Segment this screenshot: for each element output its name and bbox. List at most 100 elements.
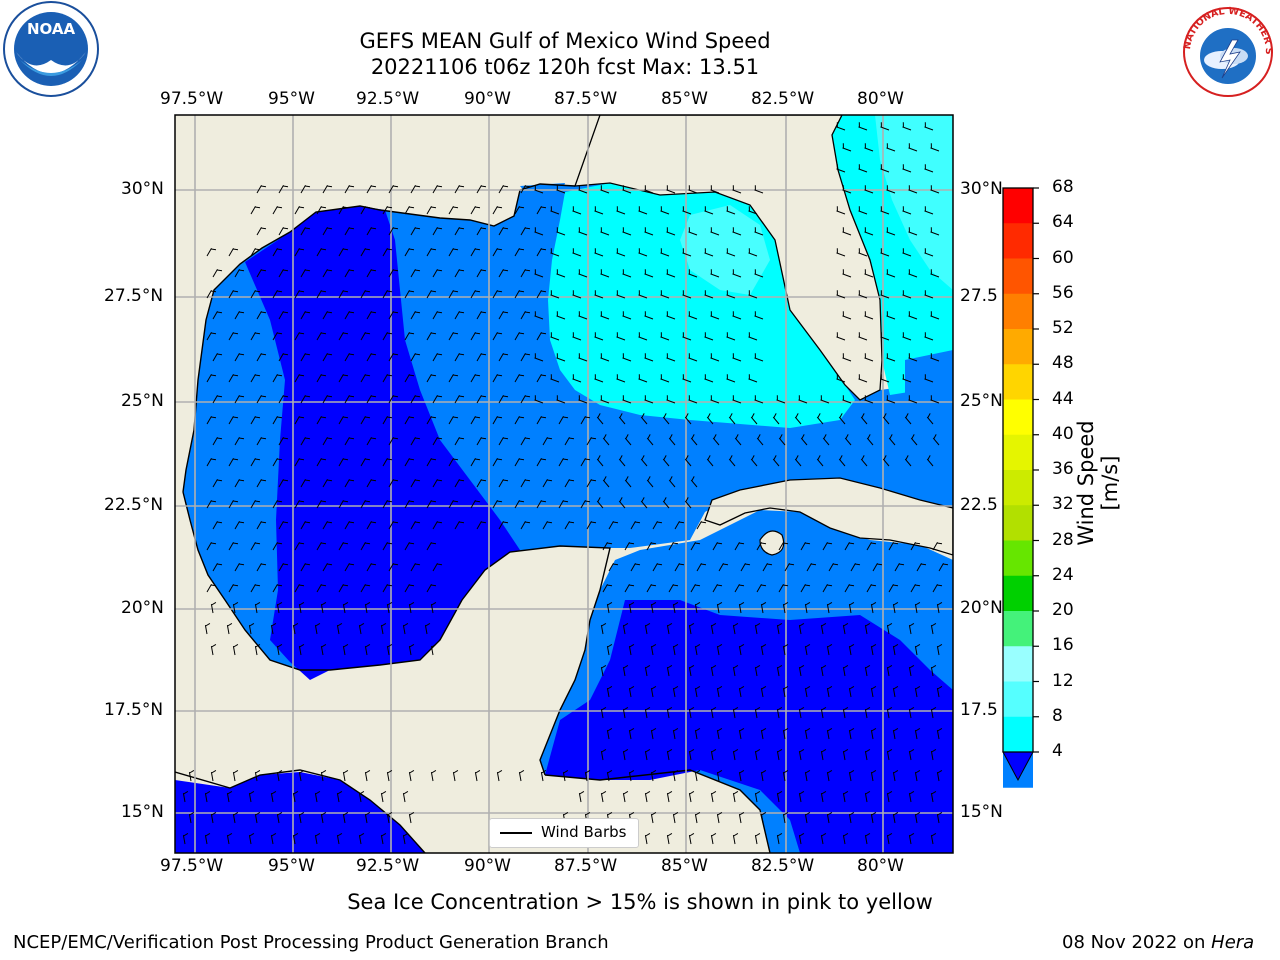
wind-barb bbox=[864, 706, 871, 719]
wind-barb bbox=[254, 769, 261, 782]
wind-barb bbox=[476, 268, 487, 278]
wind-barb bbox=[432, 478, 443, 488]
wind-barb bbox=[452, 769, 459, 782]
wind-barb bbox=[210, 769, 217, 782]
wind-barb bbox=[470, 499, 481, 509]
wind-barb bbox=[600, 395, 610, 404]
wind-barb bbox=[690, 583, 701, 593]
wind-barb bbox=[550, 374, 560, 383]
wind-barb bbox=[892, 685, 899, 698]
wind-barb bbox=[342, 811, 349, 824]
wind-barb bbox=[322, 184, 333, 194]
wind-barb bbox=[704, 206, 714, 215]
wind-barb bbox=[842, 395, 852, 404]
wind-barb bbox=[728, 413, 736, 425]
wind-barb bbox=[936, 643, 943, 656]
wind-barb bbox=[382, 247, 393, 257]
wind-barb bbox=[382, 205, 393, 215]
wind-barb bbox=[234, 520, 245, 530]
colorbar-label: Wind Speed [m/s] bbox=[1074, 420, 1122, 546]
wind-barb bbox=[710, 832, 717, 845]
lat-tick-left: 22.5°N bbox=[104, 495, 164, 515]
wind-barb bbox=[858, 248, 868, 257]
wind-barb bbox=[674, 520, 685, 530]
wind-barb bbox=[600, 622, 607, 635]
lon-tick-top: 95°W bbox=[268, 89, 315, 109]
wind-barb bbox=[860, 455, 868, 467]
wind-barb bbox=[596, 413, 604, 425]
wind-barb bbox=[666, 269, 676, 278]
wind-barb bbox=[798, 395, 808, 404]
wind-barb bbox=[644, 269, 654, 278]
wind-barb bbox=[782, 685, 789, 698]
wind-barb bbox=[666, 664, 673, 677]
wind-barb bbox=[250, 415, 261, 425]
wind-barb bbox=[704, 290, 714, 299]
wind-barb bbox=[514, 331, 525, 341]
wind-barb bbox=[908, 269, 918, 278]
wind-barb bbox=[706, 413, 714, 425]
wind-barb bbox=[930, 395, 940, 404]
wind-barb bbox=[904, 455, 912, 467]
wind-barb bbox=[842, 790, 849, 803]
wind-barb bbox=[316, 331, 327, 341]
wind-barb bbox=[908, 185, 918, 194]
wind-barb bbox=[536, 331, 547, 341]
wind-barb bbox=[618, 497, 626, 509]
wind-barb bbox=[322, 268, 333, 278]
wind-barb bbox=[206, 541, 217, 551]
wind-barb bbox=[520, 478, 531, 488]
wind-barb bbox=[228, 331, 239, 341]
wind-barb bbox=[294, 499, 305, 509]
wind-barb bbox=[432, 310, 443, 320]
wind-barb bbox=[404, 583, 415, 593]
wind-barb bbox=[476, 226, 487, 236]
wind-barb bbox=[520, 436, 531, 446]
wind-barb bbox=[600, 227, 610, 236]
colorbar-tick-label: 4 bbox=[1052, 741, 1063, 761]
wind-barb bbox=[272, 289, 283, 299]
wind-barb bbox=[336, 790, 343, 803]
wind-barb bbox=[606, 769, 613, 782]
wind-barb bbox=[476, 394, 487, 404]
wind-barb bbox=[278, 436, 289, 446]
wind-barb bbox=[596, 455, 604, 467]
wind-barb bbox=[338, 247, 349, 257]
wind-barb bbox=[250, 289, 261, 299]
colorbar-segment bbox=[1003, 681, 1033, 718]
wind-barb bbox=[836, 164, 846, 173]
wind-barb bbox=[622, 311, 632, 320]
wind-barb bbox=[578, 311, 588, 320]
wind-barb bbox=[644, 311, 654, 320]
wind-barb bbox=[408, 811, 415, 824]
colorbar-tick-label: 36 bbox=[1052, 459, 1074, 479]
wind-barb bbox=[278, 562, 289, 572]
wind-barb bbox=[476, 478, 487, 488]
wind-barb bbox=[732, 790, 739, 803]
wind-barb bbox=[710, 748, 717, 761]
wind-barb bbox=[782, 643, 789, 656]
wind-barb bbox=[886, 664, 893, 677]
wind-barb bbox=[870, 811, 877, 824]
wind-barb bbox=[432, 184, 443, 194]
low-wind-caribbean bbox=[545, 600, 953, 853]
wind-barb bbox=[298, 769, 305, 782]
wind-barb bbox=[844, 583, 855, 593]
wind-barb bbox=[630, 520, 641, 530]
nws-logo: NATIONAL WEATHER SERVICE bbox=[1176, 2, 1274, 97]
wind-barb bbox=[666, 622, 673, 635]
wind-barb bbox=[710, 706, 717, 719]
wind-barb bbox=[294, 541, 305, 551]
wind-barb bbox=[738, 769, 745, 782]
wind-barb bbox=[426, 331, 437, 341]
wind-barb bbox=[712, 583, 723, 593]
wind-barb bbox=[492, 289, 503, 299]
wind-barb bbox=[638, 332, 648, 341]
wind-barb bbox=[536, 373, 547, 383]
wind-barb bbox=[294, 247, 305, 257]
wind-barb bbox=[646, 583, 657, 593]
wind-barb bbox=[602, 476, 610, 488]
wind-barb bbox=[550, 248, 560, 257]
colorbar-segment bbox=[1003, 575, 1033, 612]
wind-barb bbox=[652, 520, 663, 530]
